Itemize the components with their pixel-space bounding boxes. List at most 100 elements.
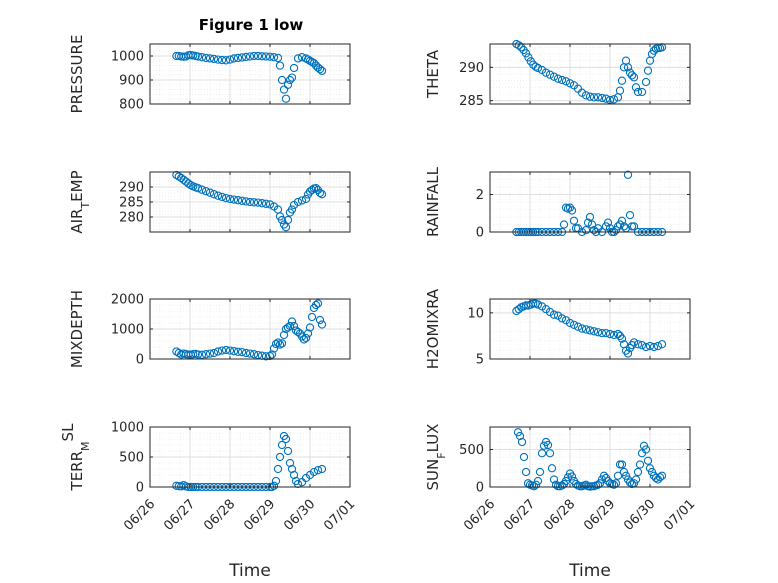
data-point	[305, 56, 315, 65]
data-point	[241, 52, 251, 62]
data-point	[193, 184, 203, 193]
data-point	[315, 65, 325, 74]
data-point	[253, 198, 263, 207]
data-point	[617, 76, 627, 85]
data-point	[559, 220, 569, 229]
data-point	[317, 66, 327, 76]
data-point	[209, 190, 219, 199]
panel-pressure: 800 900 1000 PRESSURE	[68, 35, 351, 113]
data-point	[193, 52, 203, 61]
data-point	[221, 193, 231, 203]
data-point	[257, 52, 267, 61]
y-axis-label-tail: EMP	[68, 170, 86, 201]
y-tick-label: 0	[136, 353, 144, 368]
data-point	[217, 192, 227, 202]
data-point	[533, 300, 543, 309]
data-point	[277, 339, 287, 348]
data-point	[265, 351, 275, 361]
data-point	[609, 330, 619, 340]
x-axis-label: Time	[568, 561, 611, 581]
data-point	[277, 215, 287, 225]
y-axis-label-main: TERR	[68, 451, 86, 492]
data-point	[301, 194, 311, 204]
data-point	[265, 200, 275, 209]
data-point	[225, 194, 235, 204]
y-tick-label: 5	[476, 353, 484, 368]
data-point	[285, 458, 295, 468]
data-point	[197, 185, 207, 194]
data-point	[657, 471, 667, 480]
data-point	[221, 56, 231, 65]
figure-title: Figure 1 low	[199, 16, 304, 34]
data-point	[533, 476, 543, 486]
data-point	[581, 225, 591, 235]
data-point	[643, 66, 653, 75]
data-point	[521, 467, 531, 477]
data-point	[269, 344, 279, 353]
data-point	[205, 349, 215, 358]
data-point	[551, 480, 561, 489]
data-point	[283, 323, 293, 332]
data-point	[577, 324, 587, 333]
data-point	[597, 329, 607, 338]
data-point	[637, 87, 647, 97]
y-tick-label: 0	[476, 226, 484, 241]
data-point	[271, 476, 281, 486]
data-point	[201, 53, 211, 63]
data-point	[541, 68, 551, 77]
y-axis-label-subscript: M	[79, 441, 92, 451]
y-tick-label: 500	[459, 443, 484, 458]
data-point	[279, 85, 289, 94]
y-axis-label-main: MIXDEPTH	[68, 290, 86, 368]
data-point	[287, 205, 297, 214]
y-tick-label: 285	[459, 94, 484, 109]
y-tick-label: 900	[119, 74, 144, 89]
data-point	[629, 222, 639, 231]
data-point	[305, 323, 315, 332]
data-point	[515, 431, 525, 441]
data-point	[561, 77, 571, 86]
data-point	[641, 77, 651, 87]
data-point	[599, 471, 609, 480]
data-point	[597, 93, 607, 103]
data-point	[283, 446, 293, 456]
data-point	[197, 53, 207, 62]
data-point	[565, 318, 575, 328]
data-point	[317, 464, 327, 474]
panel-rainfall: 0 2 RAINFALL	[424, 166, 691, 241]
y-tick-label: 280	[119, 211, 144, 226]
data-point	[233, 196, 243, 205]
data-point	[313, 299, 323, 308]
x-tick-label: 06/30	[621, 497, 658, 534]
data-point	[275, 340, 285, 349]
data-point	[641, 445, 651, 454]
y-tick-label: 285	[119, 196, 144, 211]
data-point	[613, 222, 623, 231]
data-point	[299, 335, 309, 344]
data-point	[569, 320, 579, 329]
data-point	[265, 52, 275, 61]
data-point	[307, 185, 317, 195]
data-point	[301, 333, 311, 343]
data-point	[549, 72, 559, 81]
data-point	[283, 215, 293, 225]
data-point	[543, 440, 553, 450]
data-point	[593, 93, 603, 102]
data-point	[271, 339, 281, 349]
data-point	[653, 341, 663, 351]
y-axis-label: AIRTEMP	[68, 170, 92, 233]
data-point	[635, 460, 645, 469]
data-point	[603, 218, 613, 227]
data-point	[613, 471, 623, 480]
data-point	[213, 55, 223, 64]
data-point	[287, 73, 297, 82]
y-tick-label: 290	[459, 61, 484, 76]
data-point	[637, 341, 647, 350]
x-tick-label: 06/27	[501, 497, 538, 534]
data-point	[569, 216, 579, 225]
data-point	[229, 347, 239, 356]
data-point	[253, 51, 263, 61]
data-point	[317, 320, 327, 329]
data-point	[217, 55, 227, 65]
